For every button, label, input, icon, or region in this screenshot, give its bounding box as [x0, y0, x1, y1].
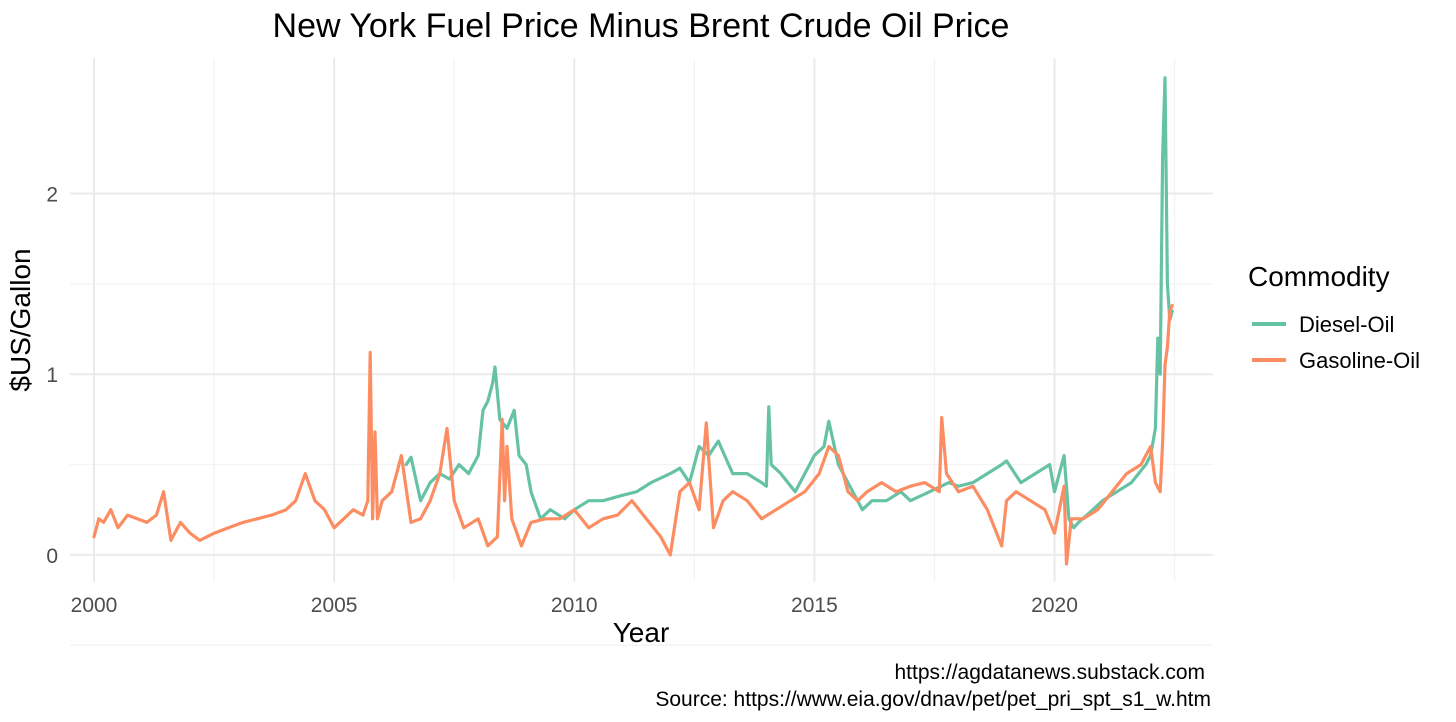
x-tick-label: 2020 [1031, 594, 1078, 617]
x-axis-ticks: 2000 2005 2010 2015 2020 [71, 594, 1078, 617]
y-tick-label: 0 [46, 545, 58, 568]
y-tick-label: 2 [46, 184, 58, 207]
y-axis-ticks: 0 1 2 [46, 184, 58, 568]
y-axis-title: $US/Gallon [5, 248, 36, 391]
chart-title: New York Fuel Price Minus Brent Crude Oi… [273, 7, 1010, 45]
legend-label-gasoline: Gasoline-Oil [1299, 348, 1420, 373]
caption-source: Source: https://www.eia.gov/dnav/pet/pet… [655, 688, 1211, 711]
series-group [92, 76, 1174, 566]
grid-lines [70, 58, 1213, 646]
x-tick-label: 2000 [71, 594, 118, 617]
x-tick-label: 2010 [551, 594, 598, 617]
x-tick-label: 2015 [791, 594, 838, 617]
series-line-gasoline-oil [92, 303, 1174, 566]
series-line-diesel-oil [404, 76, 1174, 530]
y-tick-label: 1 [46, 364, 58, 387]
legend-title: Commodity [1248, 261, 1390, 292]
x-tick-label: 2005 [311, 594, 358, 617]
legend-label-diesel: Diesel-Oil [1299, 312, 1394, 337]
x-axis-title: Year [613, 617, 670, 648]
caption-url: https://agdatanews.substack.com [895, 661, 1206, 684]
legend: Commodity Diesel-Oil Gasoline-Oil [1248, 261, 1420, 373]
